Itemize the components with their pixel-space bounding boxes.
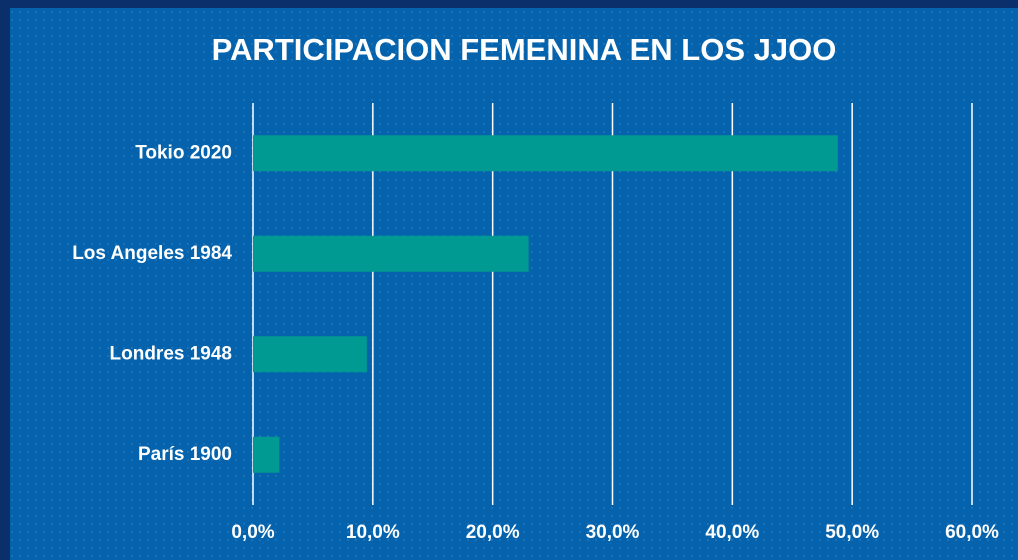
x-tick-label: 10,0% <box>346 522 400 543</box>
plot-background <box>10 8 1018 560</box>
y-tick-label: Los Angeles 1984 <box>72 243 232 264</box>
bar <box>253 436 280 473</box>
x-tick-label: 40,0% <box>705 522 759 543</box>
y-tick-label: Londres 1948 <box>110 343 233 364</box>
y-tick-label: Tokio 2020 <box>135 142 232 163</box>
x-tick-label: 30,0% <box>586 522 640 543</box>
chart-title: PARTICIPACION FEMENINA EN LOS JJOO <box>212 32 837 67</box>
x-tick-label: 0,0% <box>231 522 274 543</box>
x-tick-label: 50,0% <box>825 522 879 543</box>
x-tick-label: 20,0% <box>466 522 520 543</box>
bar <box>253 135 838 172</box>
x-tick-label: 60,0% <box>945 522 999 543</box>
bar <box>253 235 529 272</box>
bar <box>253 336 367 373</box>
y-tick-label: París 1900 <box>138 444 232 465</box>
